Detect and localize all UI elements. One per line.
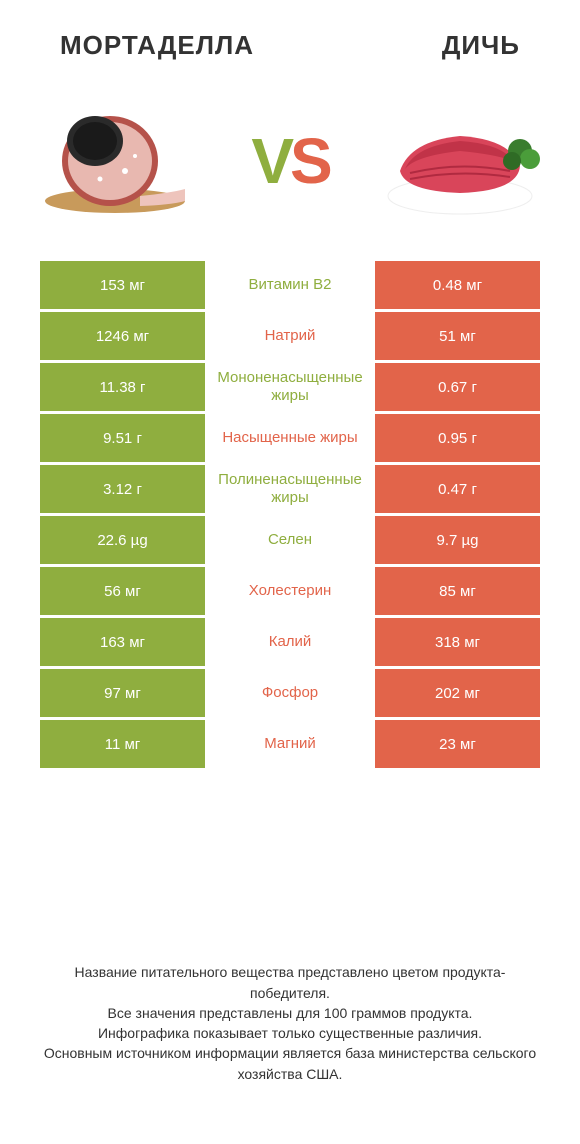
nutrient-label: Магний (205, 720, 375, 768)
left-value-cell: 1246 мг (40, 312, 205, 360)
table-row: 163 мгКалий318 мг (40, 618, 540, 666)
footer-line: Все значения представлены для 100 граммо… (40, 1003, 540, 1023)
right-value-cell: 318 мг (375, 618, 540, 666)
nutrient-label: Витамин B2 (205, 261, 375, 309)
right-value-cell: 0.67 г (375, 363, 540, 411)
right-value-cell: 23 мг (375, 720, 540, 768)
nutrient-label: Калий (205, 618, 375, 666)
meat-image (380, 101, 540, 221)
left-value-cell: 163 мг (40, 618, 205, 666)
nutrient-label: Селен (205, 516, 375, 564)
right-product-title: ДИЧЬ (442, 30, 520, 61)
right-value-cell: 9.7 µg (375, 516, 540, 564)
right-value-cell: 202 мг (375, 669, 540, 717)
right-value-cell: 0.48 мг (375, 261, 540, 309)
nutrient-label: Фосфор (205, 669, 375, 717)
footer-line: Название питательного вещества представл… (40, 962, 540, 1003)
left-product-title: МОРТАДЕЛЛА (60, 30, 254, 61)
right-value-cell: 0.95 г (375, 414, 540, 462)
left-value-cell: 22.6 µg (40, 516, 205, 564)
right-value-cell: 51 мг (375, 312, 540, 360)
table-row: 3.12 гПолиненасыщенные жиры0.47 г (40, 465, 540, 513)
comparison-table: 153 мгВитамин B20.48 мг1246 мгНатрий51 м… (0, 261, 580, 768)
table-row: 11 мгМагний23 мг (40, 720, 540, 768)
footer-line: Инфографика показывает только существенн… (40, 1023, 540, 1043)
left-value-cell: 11 мг (40, 720, 205, 768)
nutrient-label: Полиненасыщенные жиры (205, 465, 375, 513)
nutrient-label: Насыщенные жиры (205, 414, 375, 462)
table-row: 97 мгФосфор202 мг (40, 669, 540, 717)
nutrient-label: Натрий (205, 312, 375, 360)
left-value-cell: 9.51 г (40, 414, 205, 462)
right-value-cell: 0.47 г (375, 465, 540, 513)
vs-label: VS (251, 124, 328, 198)
vs-v: V (251, 125, 290, 197)
right-value-cell: 85 мг (375, 567, 540, 615)
left-value-cell: 56 мг (40, 567, 205, 615)
nutrient-label: Мононенасыщенные жиры (205, 363, 375, 411)
footer-notes: Название питательного вещества представл… (0, 962, 580, 1084)
header: МОРТАДЕЛЛА ДИЧЬ (0, 0, 580, 81)
table-row: 11.38 гМононенасыщенные жиры0.67 г (40, 363, 540, 411)
left-value-cell: 153 мг (40, 261, 205, 309)
table-row: 9.51 гНасыщенные жиры0.95 г (40, 414, 540, 462)
table-row: 22.6 µgСелен9.7 µg (40, 516, 540, 564)
footer-line: Основным источником информации является … (40, 1043, 540, 1084)
table-row: 153 мгВитамин B20.48 мг (40, 261, 540, 309)
left-value-cell: 97 мг (40, 669, 205, 717)
left-value-cell: 11.38 г (40, 363, 205, 411)
table-row: 1246 мгНатрий51 мг (40, 312, 540, 360)
nutrient-label: Холестерин (205, 567, 375, 615)
left-value-cell: 3.12 г (40, 465, 205, 513)
table-row: 56 мгХолестерин85 мг (40, 567, 540, 615)
vs-row: VS (0, 81, 580, 261)
mortadella-image (40, 101, 200, 221)
vs-s: S (290, 125, 329, 197)
